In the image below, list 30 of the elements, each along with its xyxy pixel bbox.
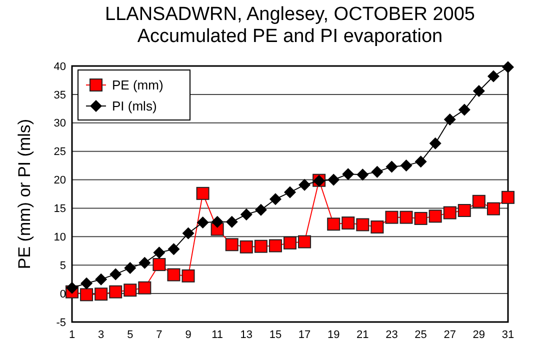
legend-label: PI (mls) — [112, 98, 157, 114]
x-tick-label: 11 — [212, 329, 224, 341]
x-tick-label: 1 — [68, 329, 76, 341]
y-tick-label: 40 — [54, 60, 66, 73]
x-tick-label: 5 — [127, 329, 134, 341]
y-tick-label: 35 — [54, 89, 66, 102]
x-tick-label: 3 — [98, 329, 104, 341]
y-tick-label: 15 — [54, 203, 66, 216]
x-tick-label: 31 — [502, 329, 514, 341]
y-tick-label: 0 — [60, 288, 66, 300]
x-tick-label: 23 — [386, 329, 398, 341]
y-tick-label: 25 — [54, 146, 66, 158]
x-tick-label: 27 — [444, 329, 456, 341]
x-tick-label: 17 — [298, 329, 311, 341]
x-tick-label: 13 — [240, 329, 253, 341]
x-tick-label: 15 — [269, 329, 282, 341]
x-tick-label: 25 — [414, 329, 427, 341]
x-tick-label: 7 — [156, 329, 162, 341]
y-axis-title: PE (mm) or PI (mls) — [15, 118, 34, 270]
y-tick-label: 20 — [54, 174, 66, 187]
y-tick-label: 10 — [54, 232, 66, 244]
x-tick-label: 21 — [356, 329, 369, 341]
chart-title: LLANSADWRN, Anglesey, OCTOBER 2005 Accumulated PE and PI evaporation — [105, 4, 475, 47]
y-tick-label: -5 — [56, 316, 66, 329]
x-tick-label: 29 — [472, 329, 486, 341]
x-tick-label: 9 — [185, 329, 192, 341]
x-tick-label: 19 — [327, 329, 340, 341]
y-tick-label: 5 — [60, 260, 66, 272]
y-tick-label: 30 — [54, 118, 66, 130]
legend-label: PE (mm) — [112, 78, 164, 93]
